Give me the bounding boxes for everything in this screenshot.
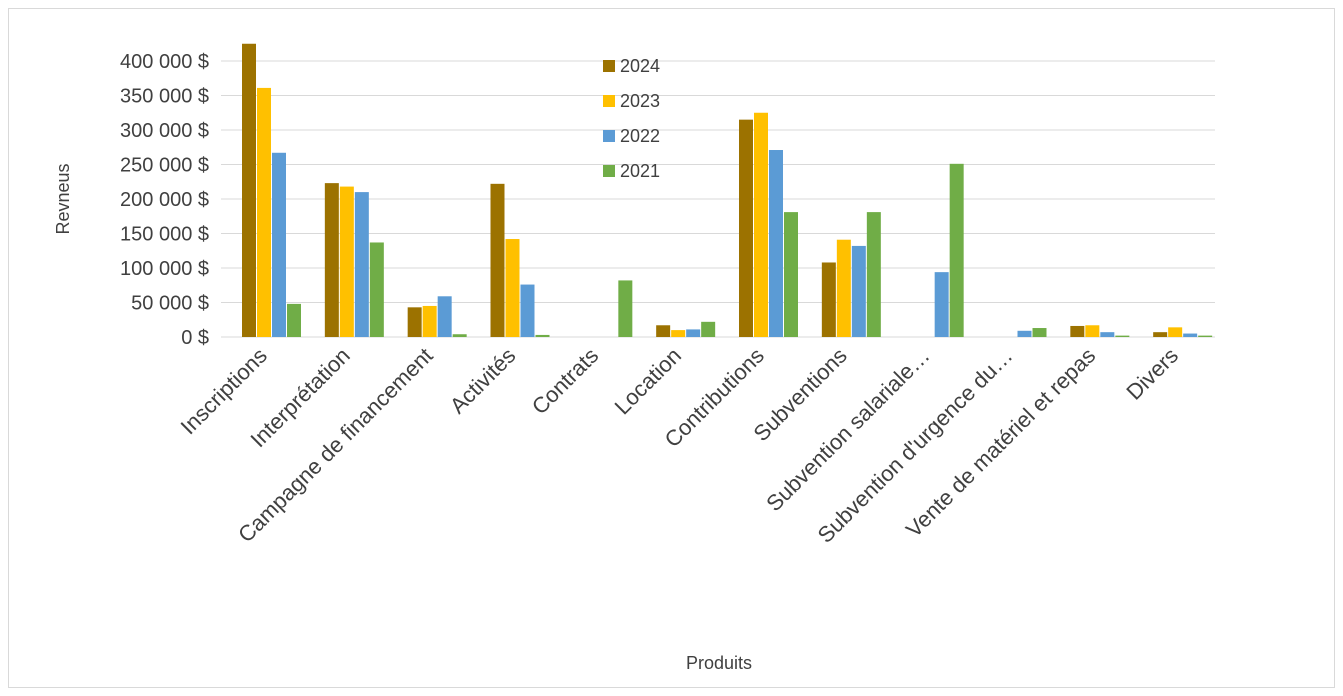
- bar-2022-9: [1017, 330, 1032, 337]
- y-tick-label: 50 000 $: [131, 293, 209, 315]
- legend-swatch: [603, 95, 615, 107]
- bar-2024-7: [821, 262, 836, 337]
- bar-2024-1: [324, 183, 339, 337]
- y-axis-ticks: 0 $ 50 000 $ 100 000 $ 150 000 $ 200 000 $ 25…: [120, 51, 209, 349]
- bar-2024-3: [490, 183, 505, 337]
- bar-2022-1: [354, 192, 369, 337]
- bar-2021-0: [287, 303, 301, 337]
- y-tick-label: 250 000 $: [120, 155, 209, 177]
- bar-2022-3: [520, 284, 535, 337]
- bar-2022-5: [686, 329, 701, 337]
- y-tick-label: 100 000 $: [120, 258, 209, 280]
- y-tick-label: 200 000 $: [120, 189, 209, 211]
- bar-2023-11: [1168, 327, 1183, 337]
- bar-2021-11: [1198, 335, 1213, 337]
- bar-2021-1: [369, 242, 384, 337]
- bar-2024-5: [656, 325, 671, 337]
- x-category-label: Activités: [445, 343, 521, 419]
- bar-2023-7: [836, 239, 851, 337]
- bar-2021-2: [452, 334, 467, 337]
- bar-2023-10: [1085, 325, 1100, 337]
- bar-2022-0: [272, 152, 286, 337]
- bar-2023-3: [505, 239, 520, 337]
- gridlines: [221, 60, 1215, 338]
- legend-label: 2021: [620, 161, 660, 181]
- bar-2023-6: [754, 112, 768, 337]
- bar-2021-6: [784, 212, 798, 337]
- bar-2022-11: [1183, 333, 1198, 337]
- bar-2022-10: [1100, 332, 1115, 337]
- bar-2024-10: [1070, 325, 1085, 337]
- bar-2024-0: [242, 43, 256, 337]
- y-axis-title: Revneus: [53, 163, 73, 234]
- legend-swatch: [603, 60, 615, 72]
- bar-2024-11: [1153, 332, 1168, 337]
- legend-swatch: [603, 165, 615, 177]
- chart-frame: 0 $ 50 000 $ 100 000 $ 150 000 $ 200 000 $ 25…: [8, 8, 1335, 688]
- bar-2021-4: [618, 280, 633, 337]
- legend-label: 2024: [620, 56, 660, 76]
- x-category-label: Contrats: [527, 343, 603, 419]
- bar-2022-2: [437, 296, 452, 337]
- bar-2022-8: [934, 272, 949, 337]
- bar-2023-2: [422, 305, 437, 337]
- y-tick-label: 400 000 $: [120, 51, 209, 73]
- x-axis-title: Produits: [686, 653, 752, 673]
- legend-swatch: [603, 130, 615, 142]
- y-tick-label: 0 $: [181, 327, 209, 349]
- x-category-label: Subvention salariale…: [761, 343, 934, 516]
- bar-chart: 0 $ 50 000 $ 100 000 $ 150 000 $ 200 000 $ 25…: [53, 43, 1215, 673]
- bar-2021-10: [1115, 335, 1130, 337]
- bar-2023-1: [339, 186, 354, 337]
- bar-2021-8: [949, 163, 964, 337]
- bar-2024-2: [407, 307, 422, 337]
- bar-2022-7: [851, 245, 866, 337]
- legend-label: 2023: [620, 91, 660, 111]
- bar-2024-6: [739, 119, 753, 338]
- y-tick-label: 300 000 $: [120, 120, 209, 142]
- legend: 2024 2023 2022 2021: [603, 56, 660, 181]
- bar-2021-5: [701, 321, 716, 337]
- bar-2022-6: [769, 150, 783, 337]
- bar-2021-7: [866, 212, 881, 337]
- bar-2021-9: [1032, 328, 1047, 337]
- bar-2023-0: [257, 87, 271, 337]
- y-tick-label: 150 000 $: [120, 224, 209, 246]
- x-category-label: Location: [610, 343, 687, 420]
- bars: [242, 43, 1213, 338]
- bar-2023-5: [671, 330, 686, 337]
- y-tick-label: 350 000 $: [120, 86, 209, 108]
- legend-label: 2022: [620, 126, 660, 146]
- bar-2021-3: [535, 334, 550, 337]
- x-category-label: Divers: [1121, 343, 1183, 405]
